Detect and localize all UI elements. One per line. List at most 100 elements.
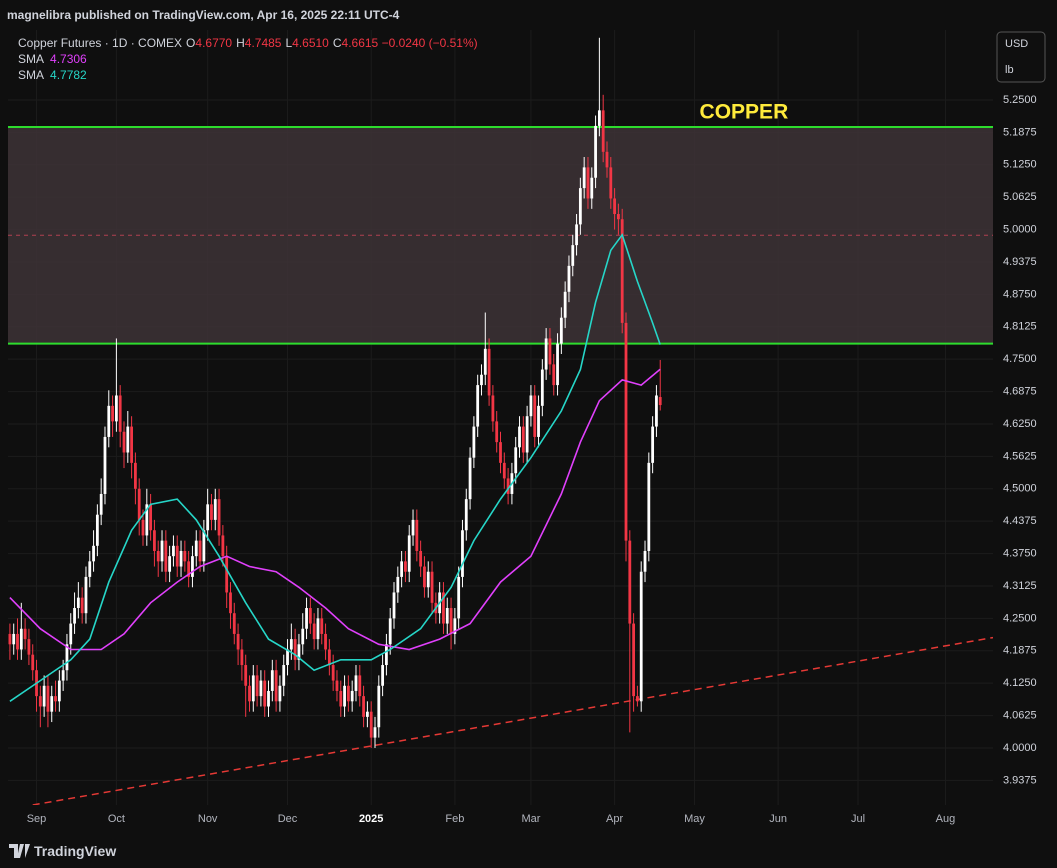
candle-body — [16, 633, 19, 650]
candle-body — [605, 151, 609, 168]
candle-body — [483, 348, 487, 375]
ohlc-value: 4.6510 — [292, 36, 329, 50]
x-tick-label: Dec — [278, 813, 298, 825]
x-tick-label: Apr — [606, 813, 623, 825]
candle-body — [468, 457, 472, 500]
candle-body — [137, 488, 141, 520]
candle-body — [206, 504, 210, 531]
candle-body — [362, 696, 365, 717]
candle-body — [628, 540, 632, 624]
candle-body — [423, 566, 426, 588]
candle-body — [339, 690, 343, 707]
candle-body — [518, 426, 521, 448]
y-tick-label: 4.0625 — [1003, 709, 1037, 721]
candle-body — [289, 639, 293, 650]
legend: Copper Futures · 1D · COMEX O4.6770 H4.748… — [18, 35, 478, 83]
candle-body — [187, 561, 191, 577]
candle-body — [525, 416, 529, 453]
candle-body — [411, 519, 415, 536]
currency-box — [996, 31, 1046, 83]
candle-body — [308, 608, 312, 624]
candle-body — [118, 395, 122, 432]
x-tick-label: Sep — [27, 813, 47, 825]
y-tick-label: 4.0000 — [1003, 742, 1037, 754]
candle-body — [282, 665, 286, 686]
y-tick-label: 4.7500 — [1003, 353, 1037, 365]
candle-body — [103, 436, 107, 494]
x-tick-label: 2025 — [359, 813, 383, 825]
candle-body — [544, 338, 548, 370]
candle-body — [563, 291, 567, 318]
candle-body — [514, 447, 518, 474]
candle-body — [198, 540, 202, 562]
x-tick-label: May — [684, 813, 705, 825]
candle-body — [232, 613, 236, 634]
ohlc-key: C — [332, 36, 342, 50]
candle-body — [160, 540, 164, 562]
candle-body — [567, 265, 571, 292]
candle-body — [54, 696, 57, 702]
candle-body — [134, 462, 137, 489]
candle-body — [597, 110, 601, 126]
brand: TradingView — [34, 843, 117, 859]
y-tick-label: 4.1875 — [1003, 645, 1037, 657]
candle-body — [472, 426, 476, 458]
candle-body — [111, 405, 114, 422]
candle-body — [107, 405, 111, 437]
candle-body — [559, 317, 563, 344]
currency: USD — [1005, 38, 1028, 50]
candle-body — [385, 644, 388, 666]
candle-body — [92, 545, 95, 562]
candle-body — [217, 499, 221, 536]
candle-body — [65, 644, 69, 671]
candle-body — [346, 685, 350, 702]
y-tick-label: 5.0625 — [1003, 191, 1037, 203]
candle-body — [521, 426, 525, 453]
candle-body — [365, 711, 369, 717]
ohlc: O4.6770 H4.7485 L4.6510 C4.6615 — [182, 36, 378, 50]
ohlc-value: 4.6615 — [341, 36, 379, 50]
candle-body — [312, 623, 316, 640]
candle-body — [556, 343, 559, 386]
candle-body — [175, 545, 179, 567]
candle-body — [320, 618, 324, 634]
candle-body — [61, 670, 65, 681]
y-tick-label: 5.1875 — [1003, 126, 1037, 138]
legend-name: SMA — [18, 68, 45, 82]
ohlc-key: L — [285, 36, 293, 50]
candle-body — [42, 685, 46, 707]
candle-body — [491, 395, 495, 422]
candle-body — [153, 530, 156, 551]
candle-body — [50, 696, 54, 712]
candle-body — [286, 649, 289, 666]
x-tick-label: Nov — [198, 813, 218, 825]
candle-body — [23, 628, 27, 640]
candle-body — [114, 395, 118, 422]
candle-body — [31, 654, 35, 671]
y-tick-label: 3.9375 — [1003, 774, 1037, 786]
y-tick-label: 4.1250 — [1003, 677, 1037, 689]
legend-entry: SMA 4.7782 — [18, 67, 478, 83]
candle-body — [221, 535, 225, 557]
candle-body — [164, 540, 168, 572]
candle-body — [651, 426, 655, 463]
candle-body — [240, 649, 244, 666]
y-tick-label: 4.8125 — [1003, 321, 1037, 333]
candle-body — [407, 535, 411, 572]
y-tick-label: 4.3750 — [1003, 547, 1037, 559]
x-tick-label: Jul — [851, 813, 865, 825]
ohlc-key: O — [186, 36, 196, 50]
candle-body — [274, 670, 278, 702]
candle-body — [297, 644, 301, 660]
candle-body — [632, 623, 636, 697]
candle-body — [327, 649, 331, 666]
y-tick-label: 4.6875 — [1003, 385, 1037, 397]
candle-body — [381, 665, 385, 686]
y-tick-label: 5.1250 — [1003, 159, 1037, 171]
candle-body — [213, 499, 217, 520]
candle-body — [449, 608, 453, 634]
candle-body — [46, 685, 50, 712]
candle-body — [620, 219, 624, 323]
candle-body — [244, 665, 248, 686]
